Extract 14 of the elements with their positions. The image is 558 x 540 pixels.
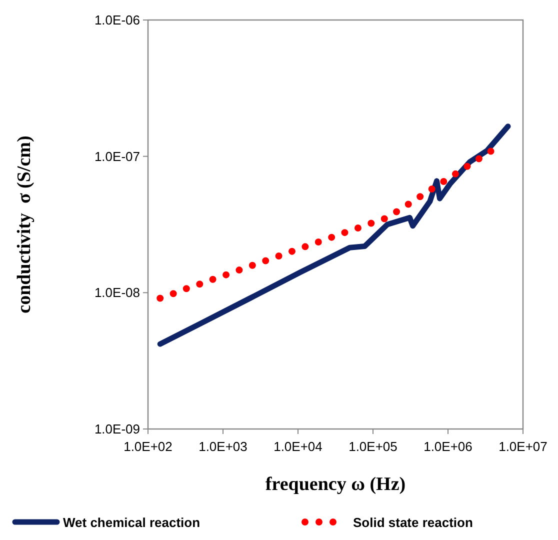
y-axis-title: conductivity σ (S/cm) bbox=[14, 136, 35, 314]
legend-label: Wet chemical reaction bbox=[63, 515, 200, 530]
x-tick-label: 1.0E+02 bbox=[124, 439, 172, 454]
x-tick-label: 1.0E+04 bbox=[274, 439, 322, 454]
legend-label: Solid state reaction bbox=[353, 515, 473, 530]
y-tick-label: 1.0E-06 bbox=[94, 12, 140, 28]
y-tick-label: 1.0E-07 bbox=[94, 148, 140, 164]
y-tick-label: 1.0E-08 bbox=[94, 285, 140, 300]
x-tick-label: 1.0E+06 bbox=[424, 439, 472, 454]
x-tick-label: 1.0E+05 bbox=[348, 439, 398, 454]
x-axis-title: frequency ω (Hz) bbox=[265, 474, 406, 495]
x-tick-label: 1.0E+07 bbox=[498, 439, 548, 454]
y-tick-label: 1.0E-09 bbox=[94, 422, 140, 436]
x-tick-label: 1.0E+03 bbox=[198, 439, 248, 454]
